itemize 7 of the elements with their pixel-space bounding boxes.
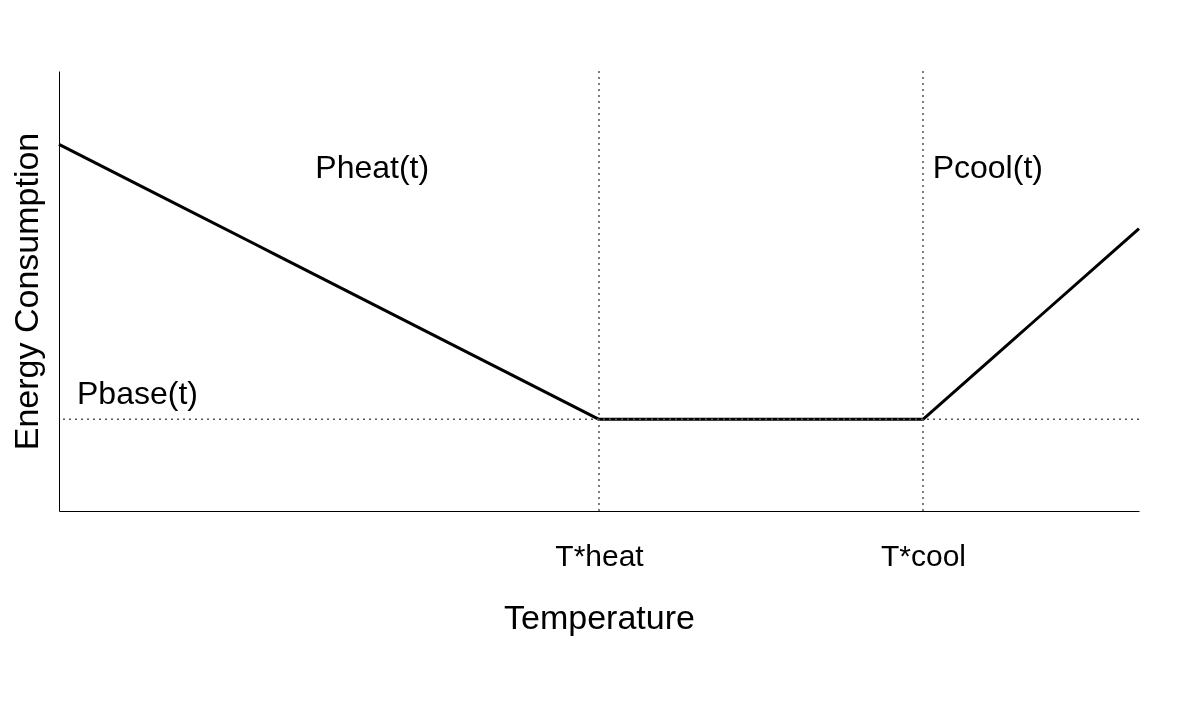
annotation: Pcool(t) [932,148,1043,185]
x-tick-label: T*heat [555,538,645,572]
x-axis-title: Temperature [504,597,695,636]
x-tick-label: T*cool [880,538,967,572]
y-axis-title: Energy Consumption [6,132,45,451]
ref-line-label: Pbase(t) [77,375,198,412]
annotation: Pheat(t) [315,148,430,185]
